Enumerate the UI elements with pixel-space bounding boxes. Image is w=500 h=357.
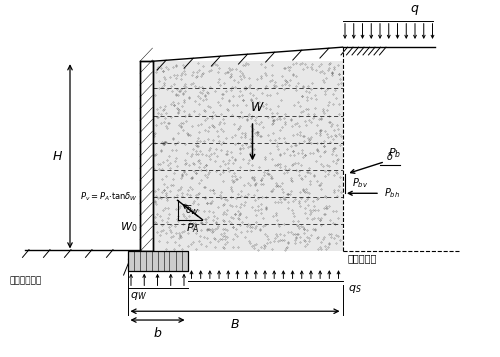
Text: $W_0$: $W_0$ — [120, 220, 138, 233]
Polygon shape — [152, 61, 342, 251]
Text: $\delta$: $\delta$ — [386, 150, 394, 162]
Text: $q$: $q$ — [410, 2, 420, 16]
Text: $\delta_W$: $\delta_W$ — [185, 203, 200, 217]
Text: $b$: $b$ — [153, 326, 162, 340]
Text: $q_S$: $q_S$ — [348, 283, 361, 295]
Text: $H$: $H$ — [52, 150, 63, 163]
Polygon shape — [140, 61, 152, 251]
Text: $W$: $W$ — [250, 101, 265, 114]
Text: $P_{bh}$: $P_{bh}$ — [384, 186, 400, 200]
Text: $q_W$: $q_W$ — [130, 290, 147, 302]
Polygon shape — [128, 251, 188, 271]
Text: $P_b$: $P_b$ — [388, 146, 401, 160]
Text: 基礎地盤面: 基礎地盤面 — [348, 253, 377, 263]
Text: $P_v{=}P_A{\cdot}\tan\!\delta_W$: $P_v{=}P_A{\cdot}\tan\!\delta_W$ — [80, 191, 138, 203]
Text: 壁面工の基礎: 壁面工の基礎 — [10, 277, 42, 286]
Text: $B$: $B$ — [230, 318, 240, 331]
Text: $P_A$: $P_A$ — [186, 222, 199, 235]
Text: $P_{bv}$: $P_{bv}$ — [352, 176, 368, 190]
